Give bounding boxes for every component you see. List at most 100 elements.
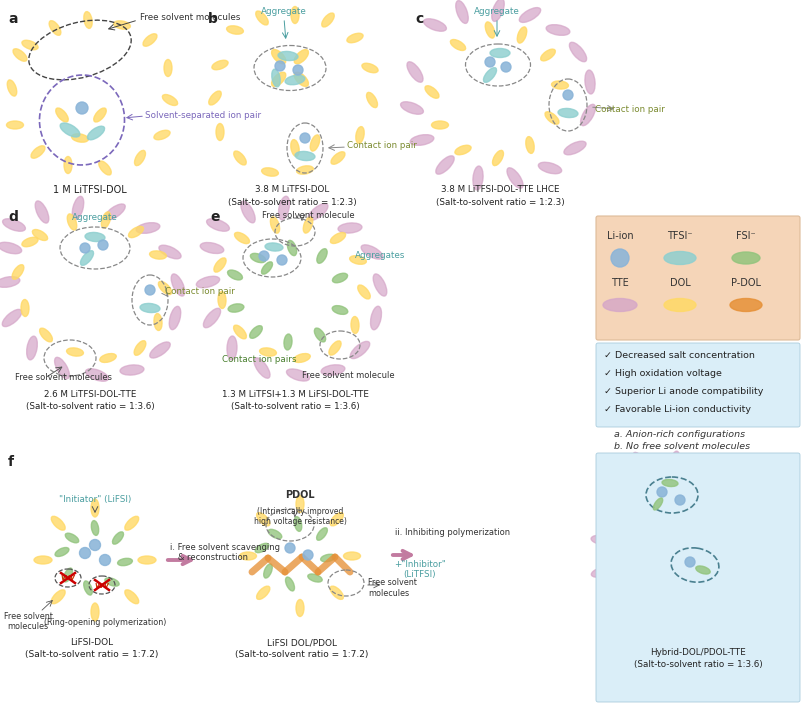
Ellipse shape: [208, 91, 221, 105]
Ellipse shape: [27, 336, 37, 360]
Ellipse shape: [250, 326, 262, 338]
Text: f: f: [8, 455, 14, 469]
Ellipse shape: [724, 607, 746, 617]
Ellipse shape: [729, 475, 751, 485]
Ellipse shape: [490, 49, 510, 57]
Ellipse shape: [455, 145, 471, 155]
Ellipse shape: [450, 39, 465, 50]
Ellipse shape: [320, 554, 336, 561]
Ellipse shape: [357, 285, 370, 299]
Circle shape: [485, 57, 495, 67]
Ellipse shape: [316, 528, 328, 540]
Text: DOL: DOL: [670, 278, 691, 288]
Ellipse shape: [321, 365, 345, 376]
Ellipse shape: [56, 108, 68, 122]
Text: vvv: vvv: [60, 574, 76, 582]
Ellipse shape: [55, 358, 69, 378]
Ellipse shape: [163, 95, 178, 106]
Ellipse shape: [55, 548, 69, 556]
Ellipse shape: [308, 574, 322, 582]
FancyBboxPatch shape: [596, 343, 800, 427]
Text: ✓ Decreased salt concentration: ✓ Decreased salt concentration: [604, 350, 755, 360]
Ellipse shape: [729, 504, 744, 512]
Ellipse shape: [366, 93, 378, 108]
Ellipse shape: [603, 299, 637, 312]
Text: Free solvent molecules: Free solvent molecules: [140, 14, 241, 22]
Ellipse shape: [196, 276, 220, 288]
Ellipse shape: [262, 262, 273, 274]
Ellipse shape: [286, 577, 295, 591]
Ellipse shape: [91, 521, 99, 536]
Text: a. Anion-rich configurations: a. Anion-rich configurations: [614, 430, 745, 439]
Circle shape: [303, 550, 313, 560]
Ellipse shape: [291, 6, 299, 24]
Text: vvv: vvv: [94, 580, 109, 589]
Ellipse shape: [164, 60, 172, 77]
Ellipse shape: [712, 480, 724, 490]
Ellipse shape: [287, 241, 297, 256]
Ellipse shape: [241, 201, 255, 223]
Ellipse shape: [233, 151, 246, 165]
Ellipse shape: [271, 73, 286, 86]
Ellipse shape: [254, 358, 270, 378]
Circle shape: [293, 65, 303, 75]
Ellipse shape: [68, 214, 76, 230]
Ellipse shape: [627, 554, 638, 567]
Ellipse shape: [31, 146, 45, 158]
Ellipse shape: [6, 121, 23, 129]
Ellipse shape: [200, 243, 224, 253]
Ellipse shape: [294, 50, 308, 64]
Ellipse shape: [22, 40, 38, 50]
Ellipse shape: [356, 126, 364, 144]
Ellipse shape: [125, 516, 138, 530]
Ellipse shape: [129, 226, 143, 238]
Ellipse shape: [228, 270, 242, 280]
Text: Aggregate: Aggregate: [72, 213, 118, 223]
Ellipse shape: [169, 307, 181, 330]
Ellipse shape: [591, 536, 613, 545]
Ellipse shape: [268, 529, 282, 538]
Ellipse shape: [423, 19, 447, 32]
Ellipse shape: [250, 253, 266, 263]
Ellipse shape: [7, 80, 17, 96]
Circle shape: [657, 487, 667, 497]
Ellipse shape: [60, 123, 80, 137]
Circle shape: [277, 255, 287, 265]
Ellipse shape: [332, 274, 348, 283]
Ellipse shape: [675, 584, 689, 592]
Ellipse shape: [64, 157, 72, 174]
Ellipse shape: [118, 559, 132, 566]
Circle shape: [611, 249, 629, 267]
Ellipse shape: [344, 552, 361, 560]
Ellipse shape: [13, 49, 27, 61]
Ellipse shape: [646, 576, 661, 584]
Ellipse shape: [767, 547, 777, 569]
Ellipse shape: [2, 309, 22, 327]
Ellipse shape: [374, 274, 386, 296]
Ellipse shape: [585, 70, 595, 94]
Ellipse shape: [216, 123, 224, 141]
Ellipse shape: [265, 243, 283, 251]
Ellipse shape: [322, 13, 334, 27]
Text: 2.6 M LiTFSI-DOL-TTE
(Salt-to-solvent ratio = 1:3.6): 2.6 M LiTFSI-DOL-TTE (Salt-to-solvent ra…: [26, 390, 155, 411]
Ellipse shape: [330, 586, 344, 600]
Text: ✓ Superior Li anode compatibility: ✓ Superior Li anode compatibility: [604, 386, 763, 396]
Circle shape: [76, 102, 88, 114]
Ellipse shape: [101, 212, 110, 228]
Ellipse shape: [256, 11, 268, 25]
Text: LiFSI DOL/PDOL
(Salt-to-solvent ratio = 1:7.2): LiFSI DOL/PDOL (Salt-to-solvent ratio = …: [235, 638, 369, 660]
Ellipse shape: [285, 75, 305, 85]
Ellipse shape: [308, 204, 328, 220]
Ellipse shape: [120, 365, 144, 375]
Ellipse shape: [294, 73, 308, 86]
Ellipse shape: [35, 201, 49, 223]
Ellipse shape: [492, 0, 504, 22]
Text: TTE: TTE: [611, 278, 629, 288]
Ellipse shape: [691, 620, 712, 630]
Circle shape: [100, 554, 110, 566]
Ellipse shape: [654, 498, 663, 510]
Ellipse shape: [67, 348, 84, 356]
Ellipse shape: [732, 252, 760, 264]
Ellipse shape: [541, 49, 555, 61]
Text: Free solvent molecules: Free solvent molecules: [15, 373, 112, 383]
